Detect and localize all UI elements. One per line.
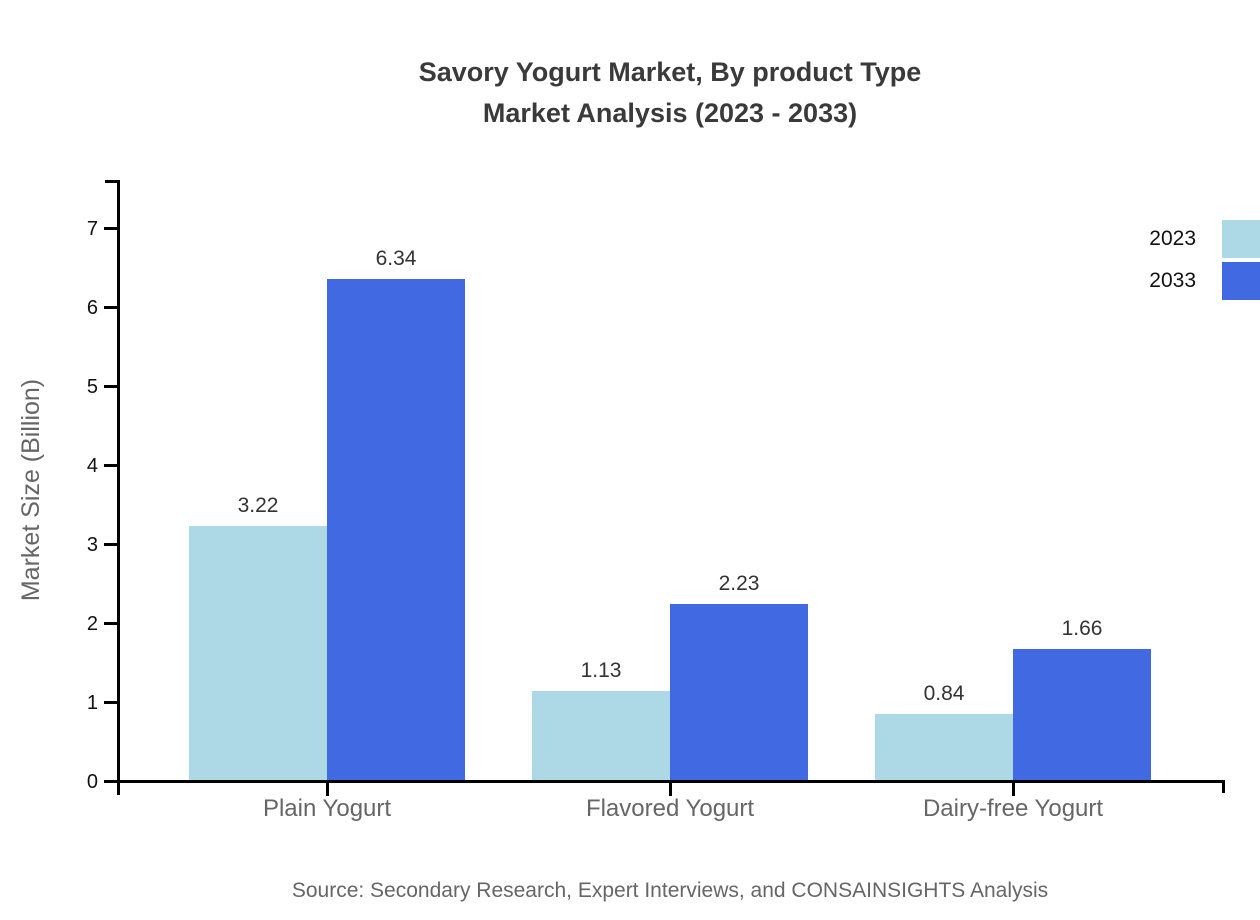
bar-2023-plain-yogurt — [189, 526, 327, 780]
value-label-2023-dairy-free-yogurt: 0.84 — [923, 682, 965, 705]
y-tick — [104, 385, 117, 388]
y-tick-label: 0 — [86, 771, 98, 793]
y-tick-label: 4 — [86, 455, 98, 477]
legend-label-2033: 2033 — [1149, 269, 1196, 292]
y-axis-top-cap — [105, 180, 117, 183]
x-axis-line — [105, 780, 1225, 783]
value-label-2033-plain-yogurt: 6.34 — [375, 247, 417, 270]
y-axis-line — [117, 180, 120, 795]
y-tick-label: 7 — [86, 218, 98, 240]
x-category-tick — [326, 783, 329, 796]
bar-2023-dairy-free-yogurt — [875, 714, 1013, 780]
y-tick — [104, 227, 117, 230]
y-tick-label: 6 — [86, 297, 98, 319]
value-label-2023-plain-yogurt: 3.22 — [237, 494, 279, 517]
bar-2023-flavored-yogurt — [532, 691, 670, 780]
y-tick-label: 1 — [86, 692, 98, 714]
bar-2033-dairy-free-yogurt — [1013, 649, 1151, 780]
y-tick-label: 2 — [86, 613, 98, 635]
y-tick — [104, 701, 117, 704]
chart-title: Savory Yogurt Market, By product Type Ma… — [80, 52, 1260, 134]
y-tick — [104, 780, 117, 783]
value-label-2033-flavored-yogurt: 2.23 — [718, 572, 760, 595]
legend-label-2023: 2023 — [1149, 227, 1196, 250]
value-label-2023-flavored-yogurt: 1.13 — [580, 659, 622, 682]
legend-swatch-2023 — [1222, 220, 1260, 258]
x-category-label-dairy-free-yogurt: Dairy-free Yogurt — [922, 795, 1104, 822]
x-category-label-flavored-yogurt: Flavored Yogurt — [585, 795, 755, 822]
bar-2033-plain-yogurt — [327, 279, 465, 780]
y-tick-label: 3 — [86, 534, 98, 556]
y-tick — [104, 622, 117, 625]
source-attribution: Source: Secondary Research, Expert Inter… — [291, 879, 1049, 902]
y-tick — [104, 464, 117, 467]
y-tick — [104, 543, 117, 546]
legend-swatch-2033 — [1222, 262, 1260, 300]
y-tick — [104, 306, 117, 309]
value-label-2033-dairy-free-yogurt: 1.66 — [1061, 617, 1103, 640]
y-tick-label: 5 — [86, 376, 98, 398]
chart-title-line2: Market Analysis (2023 - 2033) — [482, 98, 858, 128]
chart-title-line1: Savory Yogurt Market, By product Type — [418, 57, 922, 87]
x-category-label-plain-yogurt: Plain Yogurt — [262, 795, 392, 822]
x-category-tick — [1012, 783, 1015, 796]
x-category-tick — [669, 783, 672, 796]
x-axis-right-cap — [1222, 780, 1225, 793]
bar-2033-flavored-yogurt — [670, 604, 808, 780]
